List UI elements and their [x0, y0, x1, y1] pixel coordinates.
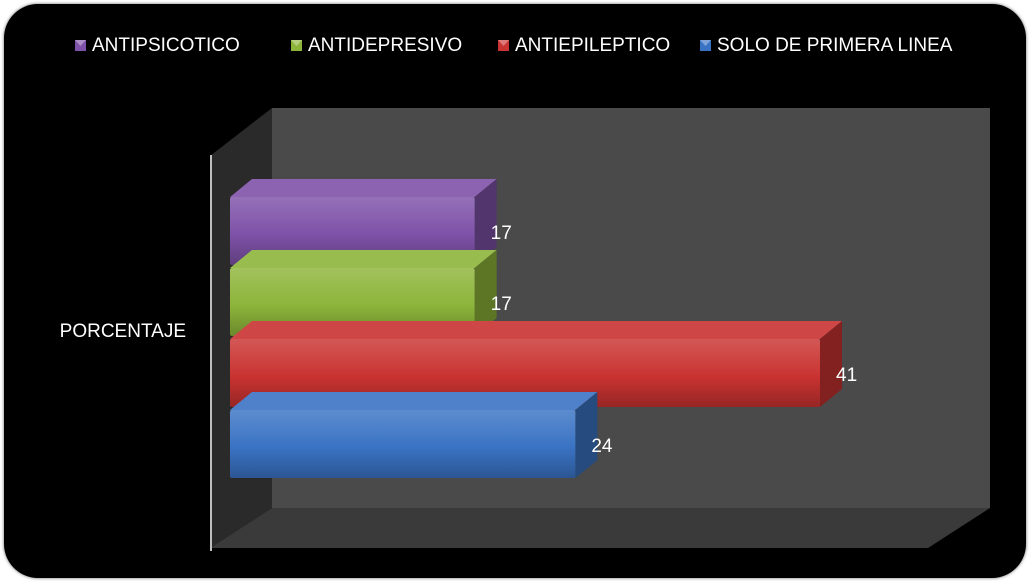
- legend-item: ANTIPSICOTICO: [75, 35, 240, 56]
- legend-swatch-highlight: [700, 40, 711, 46]
- legend-label: ANTIEPILEPTICO: [515, 35, 670, 56]
- legend-item: ANTIEPILEPTICO: [498, 35, 670, 56]
- legend-label: ANTIDEPRESIVO: [308, 35, 462, 56]
- legend-swatch-highlight: [498, 40, 509, 46]
- data-label: 17: [491, 294, 512, 315]
- bar-side-face: [820, 321, 842, 407]
- legend-item: SOLO DE PRIMERA LINEA: [700, 35, 953, 56]
- legend-swatch-highlight: [291, 40, 302, 46]
- legend-item: ANTIDEPRESIVO: [291, 35, 462, 56]
- data-labels: 17 17 41 24: [491, 223, 858, 457]
- bar-front-face: [230, 339, 820, 407]
- bar-antipsicotico: [230, 179, 497, 265]
- bar-top-face: [230, 321, 842, 339]
- bar-top-face: [230, 250, 497, 268]
- legend: ANTIPSICOTICO ANTIDEPRESIVO ANTIEPILEPTICO…: [75, 35, 953, 56]
- bar-antiepileptico: [230, 321, 842, 407]
- bar-top-face: [230, 392, 598, 410]
- bar-side-face: [474, 179, 497, 265]
- bar-front-face: [230, 268, 475, 336]
- bar-solo-de-primera-linea: [230, 392, 598, 478]
- category-label: PORCENTAJE: [60, 321, 186, 342]
- data-label: 17: [491, 223, 512, 244]
- bar-side-face: [474, 250, 497, 336]
- bar-front-face: [230, 410, 576, 478]
- bar-side-face: [575, 392, 598, 478]
- legend-label: ANTIPSICOTICO: [92, 35, 240, 56]
- floor: [210, 508, 990, 548]
- data-label: 41: [836, 365, 857, 386]
- legend-label: SOLO DE PRIMERA LINEA: [717, 35, 953, 56]
- legend-swatch-highlight: [75, 40, 86, 46]
- data-label: 24: [591, 436, 613, 457]
- category-labels: PORCENTAJE: [60, 321, 186, 342]
- bar-antidepresivo: [230, 250, 497, 336]
- bar-top-face: [230, 179, 497, 197]
- bar-front-face: [230, 197, 475, 265]
- bar-series: [230, 179, 842, 478]
